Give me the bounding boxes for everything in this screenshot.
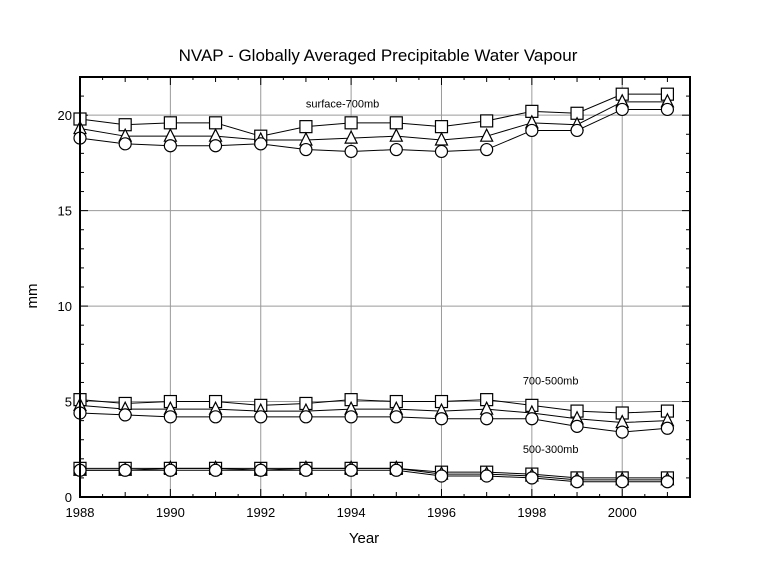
square-marker [480, 114, 494, 128]
circle-marker [389, 142, 403, 157]
tick-layer: 1988 1990 1992 1994 1996 1998 2000 0 5 10 15 20 [58, 76, 691, 520]
triangle-marker [344, 129, 359, 144]
square-marker [299, 120, 313, 134]
circle-marker [163, 139, 177, 153]
x-tick-label: 1994 [337, 505, 366, 520]
circle-marker [118, 137, 132, 151]
series-layer [73, 87, 675, 489]
circle-marker [434, 144, 449, 159]
y-axis-label: mm [24, 284, 41, 309]
circle-marker [525, 471, 539, 485]
circle-marker [570, 419, 584, 433]
circle-marker [660, 475, 675, 489]
series-group-700-500mb [73, 393, 675, 439]
circle-marker [389, 410, 403, 424]
group-label: surface-700mb [306, 99, 379, 111]
circle-marker [434, 469, 449, 483]
x-tick-label: 1996 [427, 505, 456, 520]
triangle-marker [389, 127, 404, 142]
x-tick-label: 1992 [246, 505, 275, 520]
square-marker [208, 116, 223, 130]
circle-marker [570, 475, 584, 489]
triangle-marker [479, 127, 494, 142]
circle-marker [660, 421, 675, 435]
circle-marker [615, 102, 629, 117]
circle-series-line [79, 412, 668, 433]
y-tick-label: 15 [58, 204, 72, 219]
circle-marker [163, 463, 177, 477]
y-tick-label: 10 [58, 299, 72, 314]
x-tick-label: 1990 [156, 505, 185, 520]
group-label-layer: surface-700mb 700-500mb 500-300mb [306, 99, 579, 457]
circle-marker [480, 412, 494, 426]
x-tick-label: 2000 [608, 505, 637, 520]
group-label: 500-300mb [523, 444, 579, 456]
circle-marker [344, 410, 358, 424]
x-tick-label: 1998 [517, 505, 546, 520]
circle-marker [525, 123, 539, 138]
circle-marker [480, 469, 494, 483]
circle-marker [344, 144, 358, 159]
triangle-series-line [79, 404, 668, 424]
circle-marker [163, 410, 177, 424]
square-marker [389, 116, 403, 130]
circle-series-line [79, 108, 668, 152]
x-axis-label: Year [349, 530, 379, 547]
group-label: 700-500mb [523, 375, 579, 387]
circle-marker [208, 463, 223, 477]
circle-marker [299, 410, 313, 424]
plot-frame [79, 76, 691, 498]
circle-marker [254, 410, 268, 424]
y-tick-label: 5 [65, 395, 72, 410]
square-marker [344, 116, 358, 130]
circle-marker [208, 410, 223, 424]
circle-series-line [80, 469, 668, 483]
square-series-line [79, 93, 668, 137]
circle-marker [299, 142, 313, 157]
chart-title: NVAP - Globally Averaged Precipitable Wa… [179, 46, 578, 65]
square-marker [163, 116, 177, 130]
square-marker [434, 120, 449, 134]
circle-marker [389, 463, 403, 477]
series-group-500-300mb [73, 460, 675, 489]
circle-marker [118, 408, 132, 422]
circle-marker [118, 463, 132, 477]
x-tick-label: 1988 [66, 505, 95, 520]
circle-marker [434, 412, 449, 426]
circle-marker [254, 463, 268, 477]
triangle-series-line [80, 467, 668, 481]
triangle-series-line [79, 101, 668, 141]
circle-marker [480, 142, 494, 157]
circle-marker [525, 412, 539, 426]
circle-marker [660, 102, 675, 117]
circle-marker [208, 139, 223, 153]
circle-marker [299, 463, 313, 477]
square-series-line [79, 399, 668, 414]
y-tick-label: 20 [58, 108, 72, 123]
circle-marker [570, 123, 584, 138]
circle-marker [254, 137, 268, 151]
y-tick-label: 0 [65, 490, 72, 505]
circle-marker [344, 463, 358, 477]
series-group-surface-700mb [73, 87, 675, 159]
circle-marker [615, 425, 629, 439]
triangle-marker [434, 131, 449, 146]
circle-marker [615, 475, 629, 489]
